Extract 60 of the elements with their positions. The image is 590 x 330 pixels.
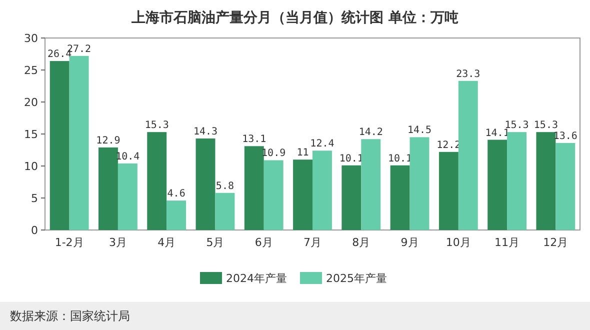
data-label: 14.2: [358, 127, 383, 138]
data-label: 23.3: [456, 68, 480, 80]
source-note: 数据来源：国家统计局: [10, 309, 130, 323]
bar: [118, 163, 138, 230]
x-tick-label: 1-2月: [54, 236, 84, 249]
bar: [166, 200, 186, 230]
bar: [488, 140, 508, 230]
bar: [438, 152, 458, 230]
data-label: 10.1: [388, 153, 412, 164]
data-label: 5.8: [216, 180, 234, 192]
data-label: 15.3: [534, 120, 558, 132]
x-tick-label: 3月: [108, 236, 127, 249]
legend-label: 2025年产量: [326, 272, 387, 285]
x-tick-label: 10月: [446, 236, 471, 249]
y-tick-label: 20: [24, 96, 38, 109]
bar: [410, 137, 430, 230]
x-tick-label: 7月: [304, 236, 322, 249]
bar: [264, 160, 284, 230]
bar: [361, 139, 381, 230]
bar: [98, 147, 118, 230]
bar: [390, 165, 410, 230]
x-tick-label: 12月: [543, 236, 568, 249]
bar: [69, 56, 89, 230]
bar: [293, 160, 312, 230]
y-tick-label: 5: [31, 192, 38, 205]
bar: [507, 132, 526, 230]
bar: [536, 132, 556, 230]
data-label: 26.4: [48, 49, 72, 60]
x-tick-label: 5月: [206, 236, 224, 249]
bar: [215, 192, 235, 230]
bar: [556, 142, 576, 230]
data-label: 10.1: [339, 153, 364, 164]
data-label: 14.3: [193, 126, 218, 138]
data-label: 15.3: [144, 120, 169, 132]
y-tick-label: 0: [31, 224, 38, 237]
legend-label: 2024年产量: [226, 272, 287, 285]
bar: [147, 132, 167, 230]
x-tick-label: 4月: [158, 236, 176, 249]
bar: [342, 165, 362, 230]
bar: [244, 146, 264, 230]
data-label: 14.1: [485, 128, 510, 139]
data-label: 4.6: [167, 188, 186, 200]
data-label: 12.4: [310, 138, 334, 150]
bar: [312, 150, 332, 230]
bar: [50, 61, 70, 230]
y-tick-label: 25: [24, 64, 38, 77]
chart-title: 上海市石脑油产量分月（当月值）统计图 单位：万吨: [130, 9, 458, 26]
x-tick-label: 9月: [400, 236, 419, 249]
data-label: 12.9: [96, 135, 120, 146]
data-label: 11: [296, 148, 309, 159]
y-tick-label: 30: [24, 32, 38, 45]
bar: [458, 80, 478, 230]
data-label: 13.1: [242, 134, 266, 146]
x-tick-label: 11月: [494, 236, 520, 249]
x-tick-label: 6月: [254, 236, 273, 249]
data-label: 14.5: [407, 125, 432, 136]
y-tick-label: 15: [24, 128, 38, 141]
x-tick-label: 8月: [352, 236, 370, 249]
bar: [196, 138, 216, 230]
y-tick-label: 10: [24, 160, 38, 173]
